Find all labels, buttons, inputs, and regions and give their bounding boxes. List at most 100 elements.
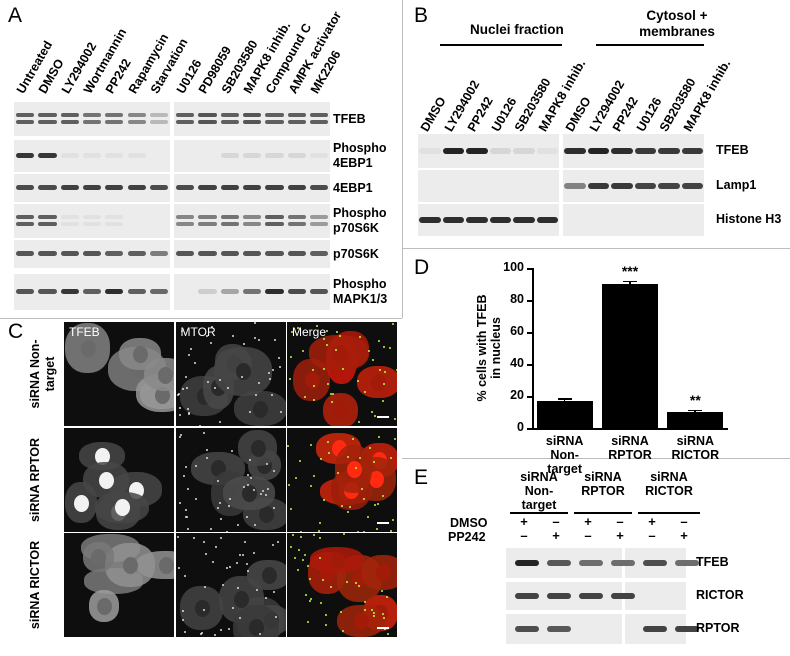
- speckle: [299, 459, 302, 462]
- band: [643, 560, 667, 566]
- band: [60, 185, 79, 190]
- band: [675, 560, 699, 566]
- speckle: [272, 507, 275, 510]
- panel-c-label: C: [8, 320, 24, 343]
- x-tick-label: siRNA: [611, 434, 649, 448]
- band: [287, 289, 306, 294]
- speckle: [272, 470, 275, 473]
- x-tick-label: target: [547, 462, 583, 476]
- band: [82, 289, 102, 294]
- speckle: [332, 392, 335, 395]
- band: [198, 251, 217, 256]
- speckle: [219, 421, 222, 424]
- speckle: [354, 466, 357, 469]
- band: [466, 217, 488, 223]
- micrograph: [175, 427, 286, 532]
- speckle: [388, 346, 391, 349]
- y-tick-label: 0: [517, 420, 524, 434]
- speckle: [271, 369, 274, 372]
- y-tick-label: 40: [510, 356, 524, 370]
- scale-bar: [377, 416, 389, 418]
- significance-marker: ***: [621, 262, 639, 279]
- y-axis-label: % cells with TFEB in nucleus: [475, 294, 503, 402]
- band: [611, 183, 633, 189]
- band: [127, 185, 146, 190]
- band: [265, 251, 284, 256]
- band: [265, 153, 284, 158]
- band: [442, 148, 464, 154]
- speckle: [293, 557, 296, 560]
- speckle: [245, 562, 248, 565]
- speckle: [218, 502, 221, 505]
- speckle: [245, 516, 248, 519]
- band: [515, 593, 539, 599]
- cytosol-bracket: [596, 44, 704, 46]
- bar: [667, 412, 724, 428]
- nuclei-fraction-header: Nuclei fraction: [470, 22, 564, 37]
- micrograph: [175, 533, 286, 637]
- speckle: [358, 336, 361, 339]
- row-label: Lamp1: [716, 178, 757, 192]
- panel-d-label: D: [414, 256, 430, 279]
- blot-gap: [170, 274, 175, 310]
- x-axis-line: [532, 428, 728, 430]
- horizontal-divider-left: [0, 318, 402, 319]
- band: [38, 215, 57, 219]
- band: [16, 222, 35, 226]
- speckle: [296, 326, 299, 329]
- band: [309, 222, 329, 226]
- speckle: [335, 331, 338, 334]
- speckle: [373, 612, 376, 615]
- band: [176, 113, 195, 117]
- band: [287, 120, 306, 124]
- band: [82, 113, 102, 117]
- band: [309, 289, 329, 294]
- band: [198, 289, 217, 294]
- speckle: [384, 628, 387, 631]
- cytosol-header-line1: Cytosol +: [646, 8, 708, 23]
- band: [564, 183, 586, 189]
- speckle: [349, 505, 352, 508]
- speckle: [257, 338, 260, 341]
- speckle: [178, 566, 181, 569]
- speckle: [176, 394, 179, 397]
- band: [127, 120, 146, 124]
- band: [658, 148, 680, 154]
- speckle: [331, 400, 334, 403]
- speckle: [272, 543, 275, 546]
- band: [60, 289, 79, 294]
- cytosol-header-line2: membranes: [639, 24, 715, 39]
- speckle: [249, 459, 252, 462]
- y-tick-mark: [527, 428, 532, 430]
- band: [265, 120, 284, 124]
- speckle: [278, 356, 281, 359]
- speckle: [324, 624, 327, 627]
- speckle: [297, 549, 300, 552]
- nucleus: [234, 591, 250, 609]
- speckle: [205, 553, 208, 556]
- band: [243, 113, 262, 117]
- speckle: [222, 584, 225, 587]
- band: [16, 215, 35, 219]
- speckle: [232, 334, 235, 337]
- band: [198, 113, 217, 117]
- speckle: [227, 628, 230, 631]
- y-tick-label: 20: [510, 388, 524, 402]
- pp242-sign: –: [520, 528, 528, 543]
- speckle: [184, 508, 187, 511]
- nucleus: [258, 506, 274, 524]
- panel-a-label: A: [8, 4, 23, 27]
- speckle: [307, 565, 310, 568]
- band: [309, 153, 329, 158]
- nucleus: [304, 371, 320, 389]
- speckle: [346, 456, 349, 459]
- band: [16, 120, 35, 124]
- speckle: [307, 621, 310, 623]
- band: [220, 113, 239, 117]
- speckle: [368, 349, 371, 352]
- dmso-sign: +: [520, 514, 528, 529]
- speckle: [184, 516, 187, 519]
- pp242-sign: +: [552, 528, 560, 543]
- speckle: [392, 322, 395, 325]
- nucleus: [250, 440, 266, 458]
